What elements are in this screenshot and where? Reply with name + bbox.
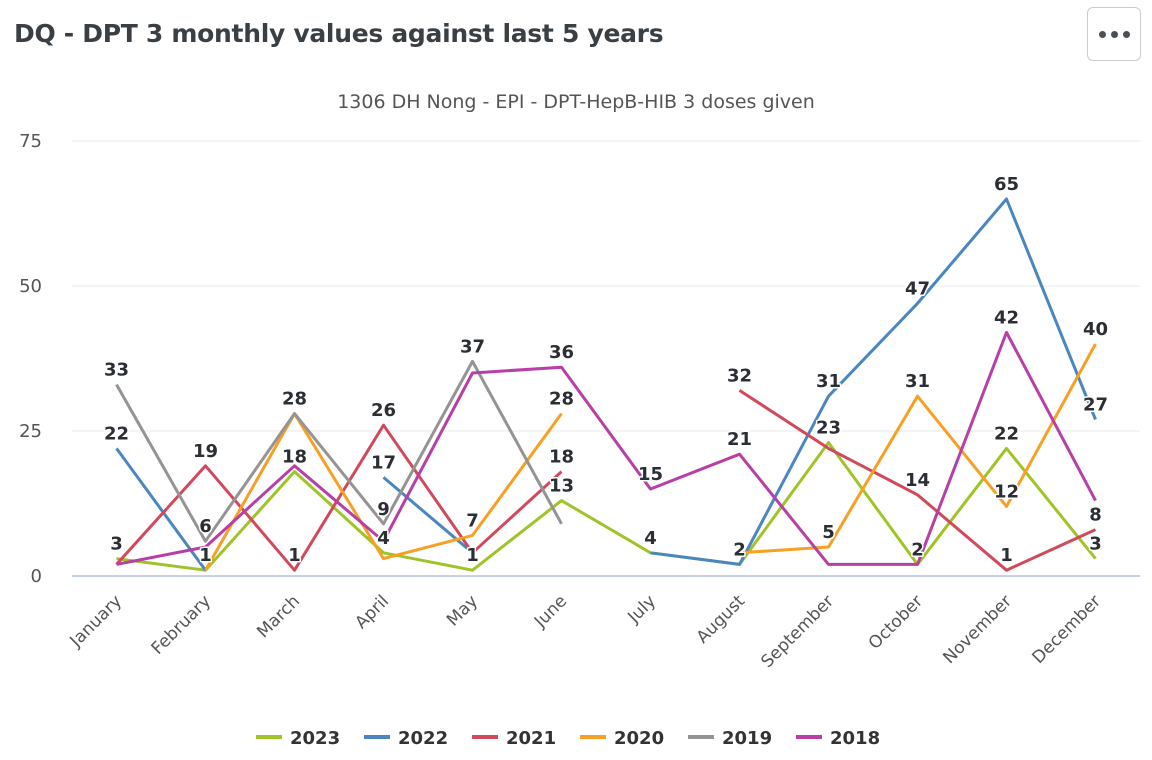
data-label: 2: [733, 539, 746, 560]
data-label: 1: [466, 545, 479, 566]
legend[interactable]: 2023 2022 2021 2020 2019 2018: [256, 728, 880, 749]
y-tick-label: 0: [31, 566, 42, 587]
data-label: 18: [549, 447, 574, 468]
more-horizontal-icon: [1110, 30, 1118, 38]
chart-title: DQ - DPT 3 monthly values against last 5…: [14, 19, 664, 48]
series-line-2018: [116, 330, 1097, 566]
legend-item-2023[interactable]: 2023: [256, 728, 340, 749]
data-label: 3: [110, 534, 123, 555]
x-tick-label: January: [66, 591, 126, 651]
data-label: 4: [377, 528, 390, 549]
data-label: 31: [816, 371, 841, 392]
series-lines: [115, 197, 1097, 572]
data-label: 1: [288, 545, 301, 566]
data-label: 3: [1089, 534, 1102, 555]
data-label: 17: [371, 452, 396, 473]
data-label: 14: [905, 470, 930, 491]
more-horizontal-icon: [1098, 30, 1106, 38]
data-label: 42: [994, 307, 1019, 328]
more-options-button[interactable]: [1087, 7, 1141, 61]
data-label: 13: [549, 476, 574, 497]
x-tick-label: July: [624, 591, 660, 627]
legend-label: 2018: [830, 728, 880, 749]
x-tick-label: April: [351, 591, 393, 633]
chart-header: DQ - DPT 3 monthly values against last 5…: [0, 0, 1152, 72]
data-label: 47: [905, 278, 930, 299]
data-label: 23: [816, 418, 841, 439]
x-tick-label: March: [253, 591, 304, 642]
x-tick-label: June: [530, 591, 571, 632]
legend-label: 2019: [722, 728, 772, 749]
y-tick-label: 25: [19, 421, 42, 442]
legend-item-2022[interactable]: 2022: [364, 728, 448, 749]
data-label: 31: [905, 371, 930, 392]
series-line-2021: [115, 423, 563, 572]
y-tick-label: 75: [19, 131, 42, 152]
data-label: 2: [911, 539, 924, 560]
data-label: 36: [549, 342, 574, 363]
legend-label: 2022: [398, 728, 448, 749]
data-label: 1: [199, 545, 212, 566]
legend-label: 2020: [614, 728, 664, 749]
data-label: 37: [460, 336, 485, 357]
data-label: 21: [727, 429, 752, 450]
data-label: 22: [104, 423, 129, 444]
data-label: 18: [282, 447, 307, 468]
x-tick-label: September: [757, 591, 838, 672]
more-horizontal-icon: [1122, 30, 1130, 38]
legend-item-2020[interactable]: 2020: [580, 728, 664, 749]
legend-label: 2023: [290, 728, 340, 749]
data-label: 9: [377, 499, 390, 520]
y-tick-label: 50: [19, 276, 42, 297]
data-label: 8: [1089, 505, 1102, 526]
data-label: 6: [199, 516, 212, 537]
series-line-2020: [204, 412, 563, 571]
x-tick-label: December: [1029, 591, 1105, 667]
data-label: 15: [638, 464, 663, 485]
data-label: 65: [994, 174, 1019, 195]
data-label: 33: [104, 360, 129, 381]
data-label: 27: [1083, 394, 1108, 415]
data-label: 19: [193, 441, 218, 462]
series-line-2019: [115, 359, 563, 543]
chart-subtitle: 1306 DH Nong - EPI - DPT-HepB-HIB 3 dose…: [337, 91, 815, 113]
legend-item-2021[interactable]: 2021: [472, 728, 556, 749]
series-line-2022: [650, 197, 1097, 566]
x-tick-label: October: [865, 591, 927, 653]
data-label: 1: [1000, 545, 1013, 566]
data-label: 28: [282, 389, 307, 410]
series-line-2021: [738, 389, 1097, 572]
series-line-2020: [739, 343, 1097, 555]
data-label: 40: [1083, 319, 1108, 340]
data-label: 22: [994, 423, 1019, 444]
x-tick-label: August: [693, 591, 749, 647]
grid: [72, 140, 1140, 577]
series-line-2022: [115, 447, 207, 572]
legend-item-2018[interactable]: 2018: [796, 728, 880, 749]
data-label: 12: [994, 481, 1019, 502]
x-axis: January February March April May June July Augu…: [66, 591, 1105, 672]
data-label: 28: [549, 389, 574, 410]
y-axis: 0 25 50 75: [19, 131, 42, 587]
legend-label: 2021: [506, 728, 556, 749]
data-label: 4: [644, 528, 657, 549]
legend-item-2019[interactable]: 2019: [688, 728, 772, 749]
data-label: 32: [727, 365, 752, 386]
x-tick-label: May: [443, 591, 482, 630]
data-label: 26: [371, 400, 396, 421]
x-tick-label: November: [939, 591, 1016, 668]
data-label: 5: [822, 522, 835, 543]
data-label: 7: [466, 510, 479, 531]
data-labels: 3322319612818126179437713628181315432212…: [102, 173, 1109, 568]
series-line-2023: [116, 441, 1097, 572]
x-tick-label: February: [148, 591, 215, 658]
